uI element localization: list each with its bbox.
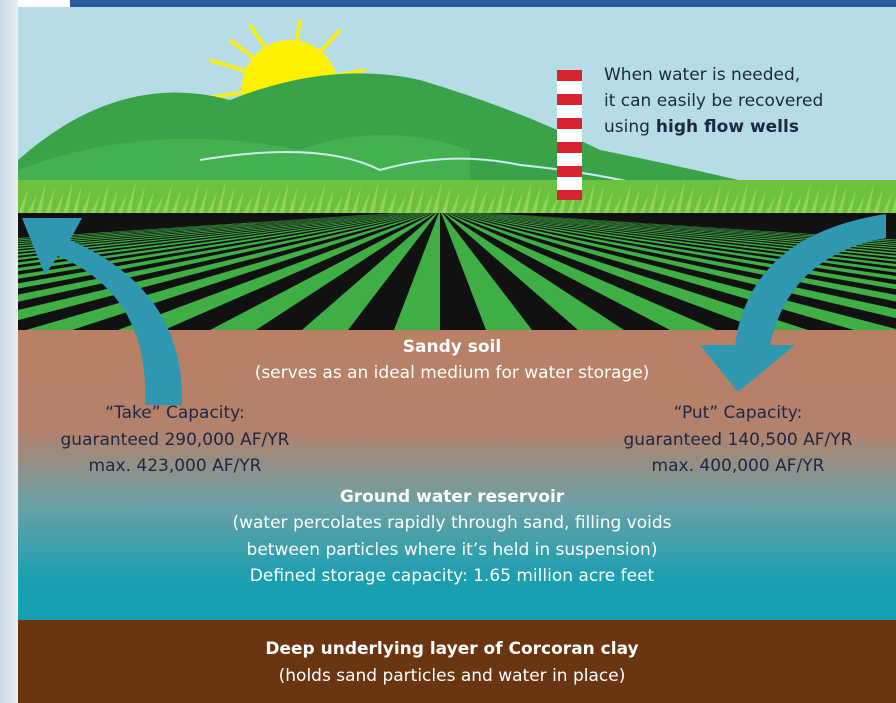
put-max: max. 400,000 AF/YR bbox=[652, 456, 825, 476]
field-row bbox=[448, 213, 808, 330]
well-tower bbox=[557, 70, 582, 200]
field-row bbox=[18, 213, 419, 272]
field-row bbox=[477, 213, 896, 249]
field-row bbox=[453, 213, 896, 319]
clay-description: (holds sand particles and water in place… bbox=[279, 666, 626, 686]
field-row bbox=[446, 213, 716, 330]
field-row bbox=[470, 213, 896, 258]
well-note-line: using bbox=[604, 117, 650, 137]
well-note-line: When water is needed, bbox=[604, 65, 800, 85]
field-row bbox=[479, 213, 896, 246]
reservoir-line: between particles where it’s held in sus… bbox=[247, 540, 658, 560]
field-row bbox=[18, 213, 397, 241]
take-max: max. 423,000 AF/YR bbox=[89, 456, 262, 476]
field-row bbox=[482, 213, 896, 244]
field-row bbox=[18, 213, 407, 250]
take-title: “Take” Capacity: bbox=[105, 403, 245, 423]
well-note-line: using high flow wells bbox=[604, 117, 799, 137]
field-row bbox=[210, 213, 436, 330]
well-note-line: it can easily be recovered bbox=[604, 91, 823, 111]
field-row bbox=[18, 213, 404, 247]
reservoir-line: Defined storage capacity: 1.65 million a… bbox=[250, 566, 655, 586]
field-row bbox=[467, 213, 896, 262]
put-guaranteed: guaranteed 140,500 AF/YR bbox=[624, 430, 853, 450]
field-row bbox=[18, 213, 402, 245]
field-row bbox=[18, 213, 421, 279]
field-row bbox=[443, 213, 624, 330]
edge-strip bbox=[0, 0, 18, 703]
put-arrow bbox=[700, 214, 886, 392]
clay-title: Deep underlying layer of Corcoran clay bbox=[265, 639, 638, 659]
field-row bbox=[302, 213, 438, 330]
field-row bbox=[18, 213, 400, 243]
take-arrow bbox=[22, 218, 183, 405]
field-row bbox=[18, 213, 414, 260]
field-row bbox=[394, 213, 440, 330]
field-row bbox=[486, 213, 896, 241]
top-bar bbox=[70, 0, 896, 7]
field-row bbox=[474, 213, 896, 251]
field-row bbox=[484, 213, 896, 243]
well-note-bold: high flow wells bbox=[656, 117, 799, 137]
clay-layer bbox=[18, 620, 896, 703]
field-rows bbox=[18, 213, 896, 330]
river bbox=[199, 151, 701, 201]
reservoir-line: (water percolates rapidly through sand, … bbox=[232, 513, 671, 533]
sandy-soil-title: Sandy soil bbox=[403, 337, 501, 357]
field-row bbox=[455, 213, 896, 302]
sandy-soil-description: (serves as an ideal medium for water sto… bbox=[255, 363, 650, 383]
reservoir-title: Ground water reservoir bbox=[340, 487, 565, 507]
field-row bbox=[18, 213, 412, 256]
take-guaranteed: guaranteed 290,000 AF/YR bbox=[61, 430, 290, 450]
field-row bbox=[118, 213, 433, 330]
field-row bbox=[18, 213, 416, 265]
field-row bbox=[441, 213, 532, 330]
field-row bbox=[472, 213, 896, 254]
field-row bbox=[18, 213, 395, 239]
field-row bbox=[18, 213, 409, 253]
put-title: “Put” Capacity: bbox=[674, 403, 803, 423]
